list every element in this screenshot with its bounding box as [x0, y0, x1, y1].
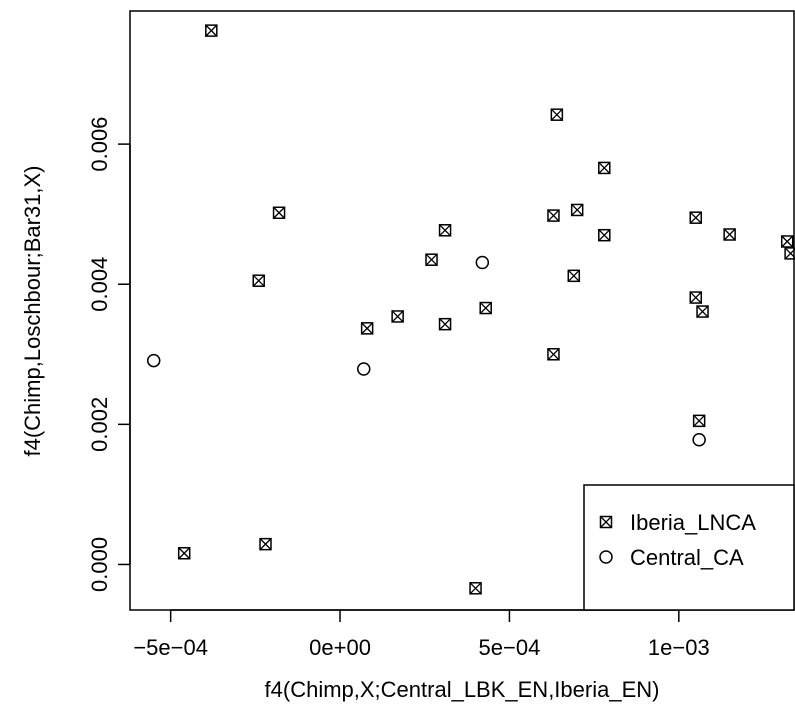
point-iberia-lnca — [548, 349, 559, 360]
point-iberia-lnca — [690, 292, 701, 303]
point-iberia-lnca — [694, 415, 705, 426]
point-central-ca — [476, 257, 488, 269]
point-iberia-lnca — [548, 210, 559, 221]
point-iberia-lnca — [179, 548, 190, 559]
point-central-ca — [693, 434, 705, 446]
y-axis: 0.000 0.002 0.004 0.006 — [87, 117, 130, 592]
point-iberia-lnca — [690, 212, 701, 223]
y-tick-label: 0.006 — [87, 117, 112, 172]
x-axis-title: f4(Chimp,X;Central_LBK_EN,Iberia_EN) — [265, 677, 660, 702]
point-iberia-lnca — [440, 319, 451, 330]
point-iberia-lnca — [253, 275, 264, 286]
point-iberia-lnca — [392, 311, 403, 322]
legend: Iberia_LNCA Central_CA — [584, 485, 794, 610]
y-tick-label: 0.004 — [87, 257, 112, 312]
point-iberia-lnca — [599, 162, 610, 173]
point-iberia-lnca — [599, 230, 610, 241]
y-tick-label: 0.002 — [87, 397, 112, 452]
x-tick-label: 5e−04 — [479, 635, 541, 660]
y-tick-label: 0.000 — [87, 537, 112, 592]
point-iberia-lnca — [206, 25, 217, 36]
point-iberia-lnca — [260, 539, 271, 550]
point-iberia-lnca — [440, 225, 451, 236]
y-axis-title: f4(Chimp,Loschbour;Bar31,X) — [20, 165, 45, 456]
x-axis: −5e−04 0e+00 5e−04 1e−03 — [133, 610, 709, 660]
point-iberia-lnca — [470, 583, 481, 594]
legend-label-central-ca: Central_CA — [630, 545, 744, 570]
point-central-ca — [358, 363, 370, 375]
x-tick-label: 1e−03 — [648, 635, 710, 660]
point-iberia-lnca — [568, 270, 579, 281]
point-iberia-lnca — [697, 306, 708, 317]
point-iberia-lnca — [480, 303, 491, 314]
x-tick-label: 0e+00 — [309, 635, 371, 660]
x-tick-label: −5e−04 — [133, 635, 208, 660]
point-central-ca — [148, 355, 160, 367]
point-iberia-lnca — [551, 109, 562, 120]
legend-label-iberia-lnca: Iberia_LNCA — [630, 510, 756, 535]
point-iberia-lnca — [782, 236, 793, 247]
point-iberia-lnca — [274, 207, 285, 218]
point-iberia-lnca — [362, 323, 373, 334]
point-iberia-lnca — [572, 204, 583, 215]
point-iberia-lnca — [426, 254, 437, 265]
point-iberia-lnca — [724, 229, 735, 240]
